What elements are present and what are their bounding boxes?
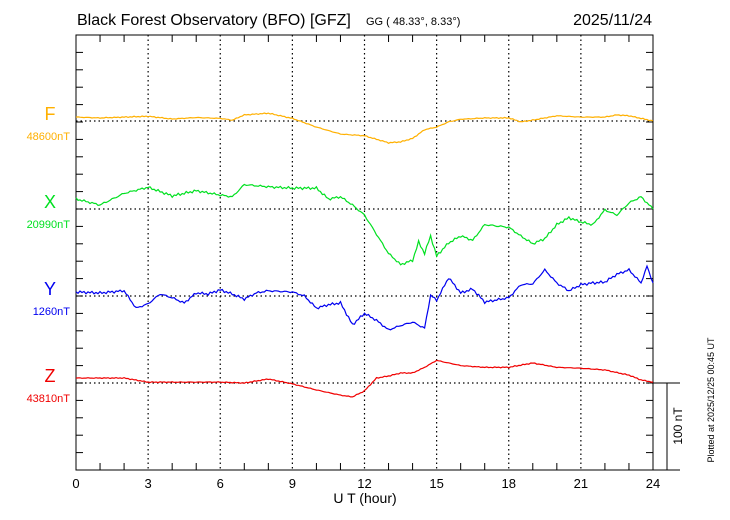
series-line-f — [75, 112, 654, 144]
x-tick-label: 0 — [72, 476, 79, 491]
x-tick-label: 21 — [574, 476, 588, 491]
series-line-y — [75, 264, 654, 331]
grid — [76, 35, 653, 470]
x-tick-labels: 0 3 6 9 12 15 18 21 24 — [72, 476, 660, 491]
series-baseline-label-x: 20990nT — [27, 219, 71, 231]
station-coords: GG ( 48.33°, 8.33°) — [366, 16, 460, 28]
x-axis-label: U T (hour) — [333, 490, 396, 506]
axis-ticks — [76, 35, 653, 471]
series-name-z: Z — [45, 366, 56, 386]
series-name-y: Y — [44, 279, 56, 299]
series-baseline-label-z: 43810nT — [27, 393, 71, 405]
series-baseline-label-y: 1260nT — [33, 306, 71, 318]
x-tick-label: 9 — [289, 476, 296, 491]
chart-title: Black Forest Observatory (BFO) [GFZ] — [77, 12, 351, 29]
series-line-x — [75, 183, 654, 266]
x-tick-label: 3 — [145, 476, 152, 491]
x-tick-label: 15 — [429, 476, 443, 491]
x-tick-label: 24 — [646, 476, 660, 491]
series-name-x: X — [44, 192, 56, 212]
series-labels: F 48600nT X 20990nT Y 1260nT Z 43810nT — [27, 104, 71, 405]
x-tick-label: 12 — [357, 476, 371, 491]
series-group — [75, 112, 654, 398]
series-baseline-label-f: 48600nT — [27, 131, 71, 143]
chart-date: 2025/11/24 — [573, 12, 652, 29]
x-tick-label: 6 — [217, 476, 224, 491]
series-line-z — [75, 359, 653, 398]
scale-bar-label: 100 nT — [671, 407, 685, 445]
x-tick-label: 18 — [502, 476, 516, 491]
plotted-timestamp: Plotted at 2025/12/25 00:45 UT — [706, 337, 716, 463]
series-name-f: F — [45, 104, 56, 124]
scale-bar: 100 nT — [653, 382, 685, 471]
